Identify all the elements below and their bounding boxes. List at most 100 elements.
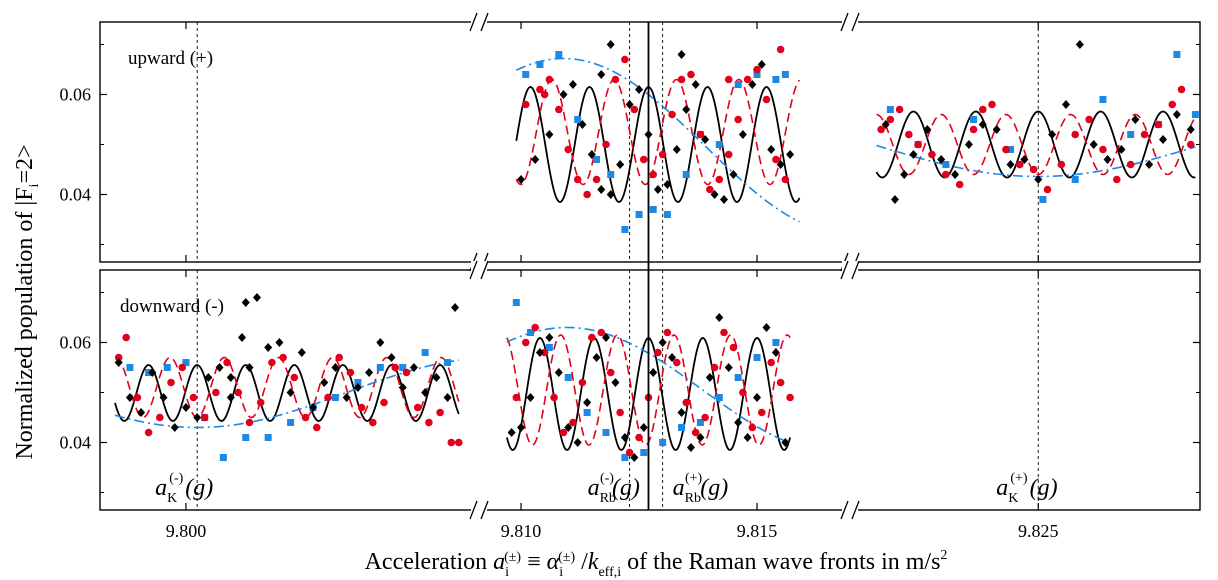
data-point-red <box>682 398 691 407</box>
data-point-black <box>252 293 261 302</box>
data-point-red <box>625 448 634 457</box>
axis-break-slash <box>480 12 489 32</box>
data-point-red <box>256 398 265 407</box>
data-point-red <box>540 348 549 357</box>
data-point-blue <box>593 156 601 163</box>
data-point-blue <box>287 419 295 426</box>
axis-break-slash <box>851 260 860 280</box>
data-point-red <box>673 358 681 367</box>
data-point-red <box>369 418 377 427</box>
data-point-red <box>955 180 964 189</box>
axis-break-slash <box>469 260 478 280</box>
data-point-black <box>1117 145 1126 154</box>
data-point-blue <box>376 364 384 371</box>
fit-curve-red <box>515 78 801 186</box>
data-point-black <box>387 353 396 362</box>
data-point-black <box>443 393 452 402</box>
data-point-black <box>753 393 762 402</box>
data-point-red <box>454 438 463 447</box>
data-point-black <box>215 363 224 372</box>
data-point-black <box>114 358 123 367</box>
data-point-black <box>376 338 385 347</box>
data-point-red <box>223 358 231 367</box>
data-point-blue <box>753 354 761 361</box>
data-point-black <box>881 120 890 129</box>
data-point-black <box>701 135 710 144</box>
data-point-black <box>1103 155 1112 164</box>
y-tick-label: 0.04 <box>60 185 92 205</box>
data-point-black <box>226 373 235 382</box>
x-tick-label: 9.810 <box>501 521 542 541</box>
data-point-red <box>234 388 243 397</box>
data-point-blue <box>574 116 582 123</box>
data-point-red <box>521 338 530 347</box>
data-point-red <box>1154 120 1163 129</box>
data-point-red <box>757 408 766 417</box>
data-point-red <box>886 115 895 124</box>
data-point-black <box>771 348 780 357</box>
data-point-black <box>573 438 582 447</box>
fit-curve-black <box>875 110 1196 179</box>
data-point-black <box>545 130 554 139</box>
data-point-red <box>649 170 657 179</box>
data-point-blue <box>772 76 780 83</box>
data-point-black <box>275 338 284 347</box>
data-point-blue <box>264 434 272 441</box>
data-point-red <box>696 130 705 139</box>
marker-labels: aK(-)(g) aRb(-)(g) aRb(+)(g) aK(+)(g) <box>155 471 1057 506</box>
data-point-red <box>776 45 785 54</box>
data-point-black <box>1034 175 1043 184</box>
y-tick-label: 0.06 <box>60 333 92 353</box>
panel-upward: 0.04 0.06 <box>60 21 1201 263</box>
data-point-blue <box>781 71 789 78</box>
data-point-blue <box>526 329 534 336</box>
x-axis: 9.800 9.810 9.815 9.825 <box>166 521 1059 541</box>
data-point-red <box>402 368 411 377</box>
data-point-black <box>696 433 705 442</box>
data-point-black <box>620 433 629 442</box>
axis-break-slash <box>840 12 849 32</box>
data-point-blue <box>242 434 250 441</box>
fit-curve-black <box>515 86 801 203</box>
data-point-black <box>630 453 639 462</box>
data-point-red <box>425 418 433 427</box>
data-point-blue <box>640 449 648 456</box>
data-point-black <box>331 363 340 372</box>
data-point-red <box>606 368 615 377</box>
data-point-black <box>564 423 573 432</box>
data-point-red <box>1126 160 1135 169</box>
data-point-black <box>923 125 932 134</box>
data-point-black <box>743 433 752 442</box>
data-point-blue <box>696 419 704 426</box>
data-point-blue <box>1127 131 1135 138</box>
data-point-red <box>512 393 521 402</box>
data-point-red <box>748 423 757 432</box>
data-point-black <box>776 160 785 169</box>
data-point-black <box>682 105 691 114</box>
y-axis-label: Normalized population of |Fi=2> <box>12 144 42 459</box>
data-point-blue <box>163 364 171 371</box>
data-point-black <box>432 373 441 382</box>
data-point-blue <box>753 71 761 78</box>
data-point-black <box>545 333 554 342</box>
data-point-red <box>588 333 596 342</box>
data-point-red <box>724 75 733 84</box>
data-point-red <box>877 125 885 134</box>
data-point-black <box>238 333 247 342</box>
x-axis-label: Acceleration ai(±) ≡ αi(±) /keff,i of th… <box>365 548 948 580</box>
data-point-black <box>686 443 695 452</box>
data-point-blue <box>635 211 643 218</box>
data-point-black <box>964 140 973 149</box>
data-point-black <box>592 353 601 362</box>
marker-label: aK(+)(g) <box>996 471 1057 506</box>
data-point-red <box>597 328 606 337</box>
data-point-blue <box>682 171 690 178</box>
data-point-red <box>663 328 672 337</box>
data-point-black <box>705 373 714 382</box>
marker-label: aRb(+)(g) <box>673 471 729 506</box>
data-point-red <box>616 408 624 417</box>
axis-break-slash <box>840 500 849 520</box>
data-point-black <box>781 438 790 447</box>
data-point-black <box>606 40 615 49</box>
data-point-red <box>413 403 422 412</box>
